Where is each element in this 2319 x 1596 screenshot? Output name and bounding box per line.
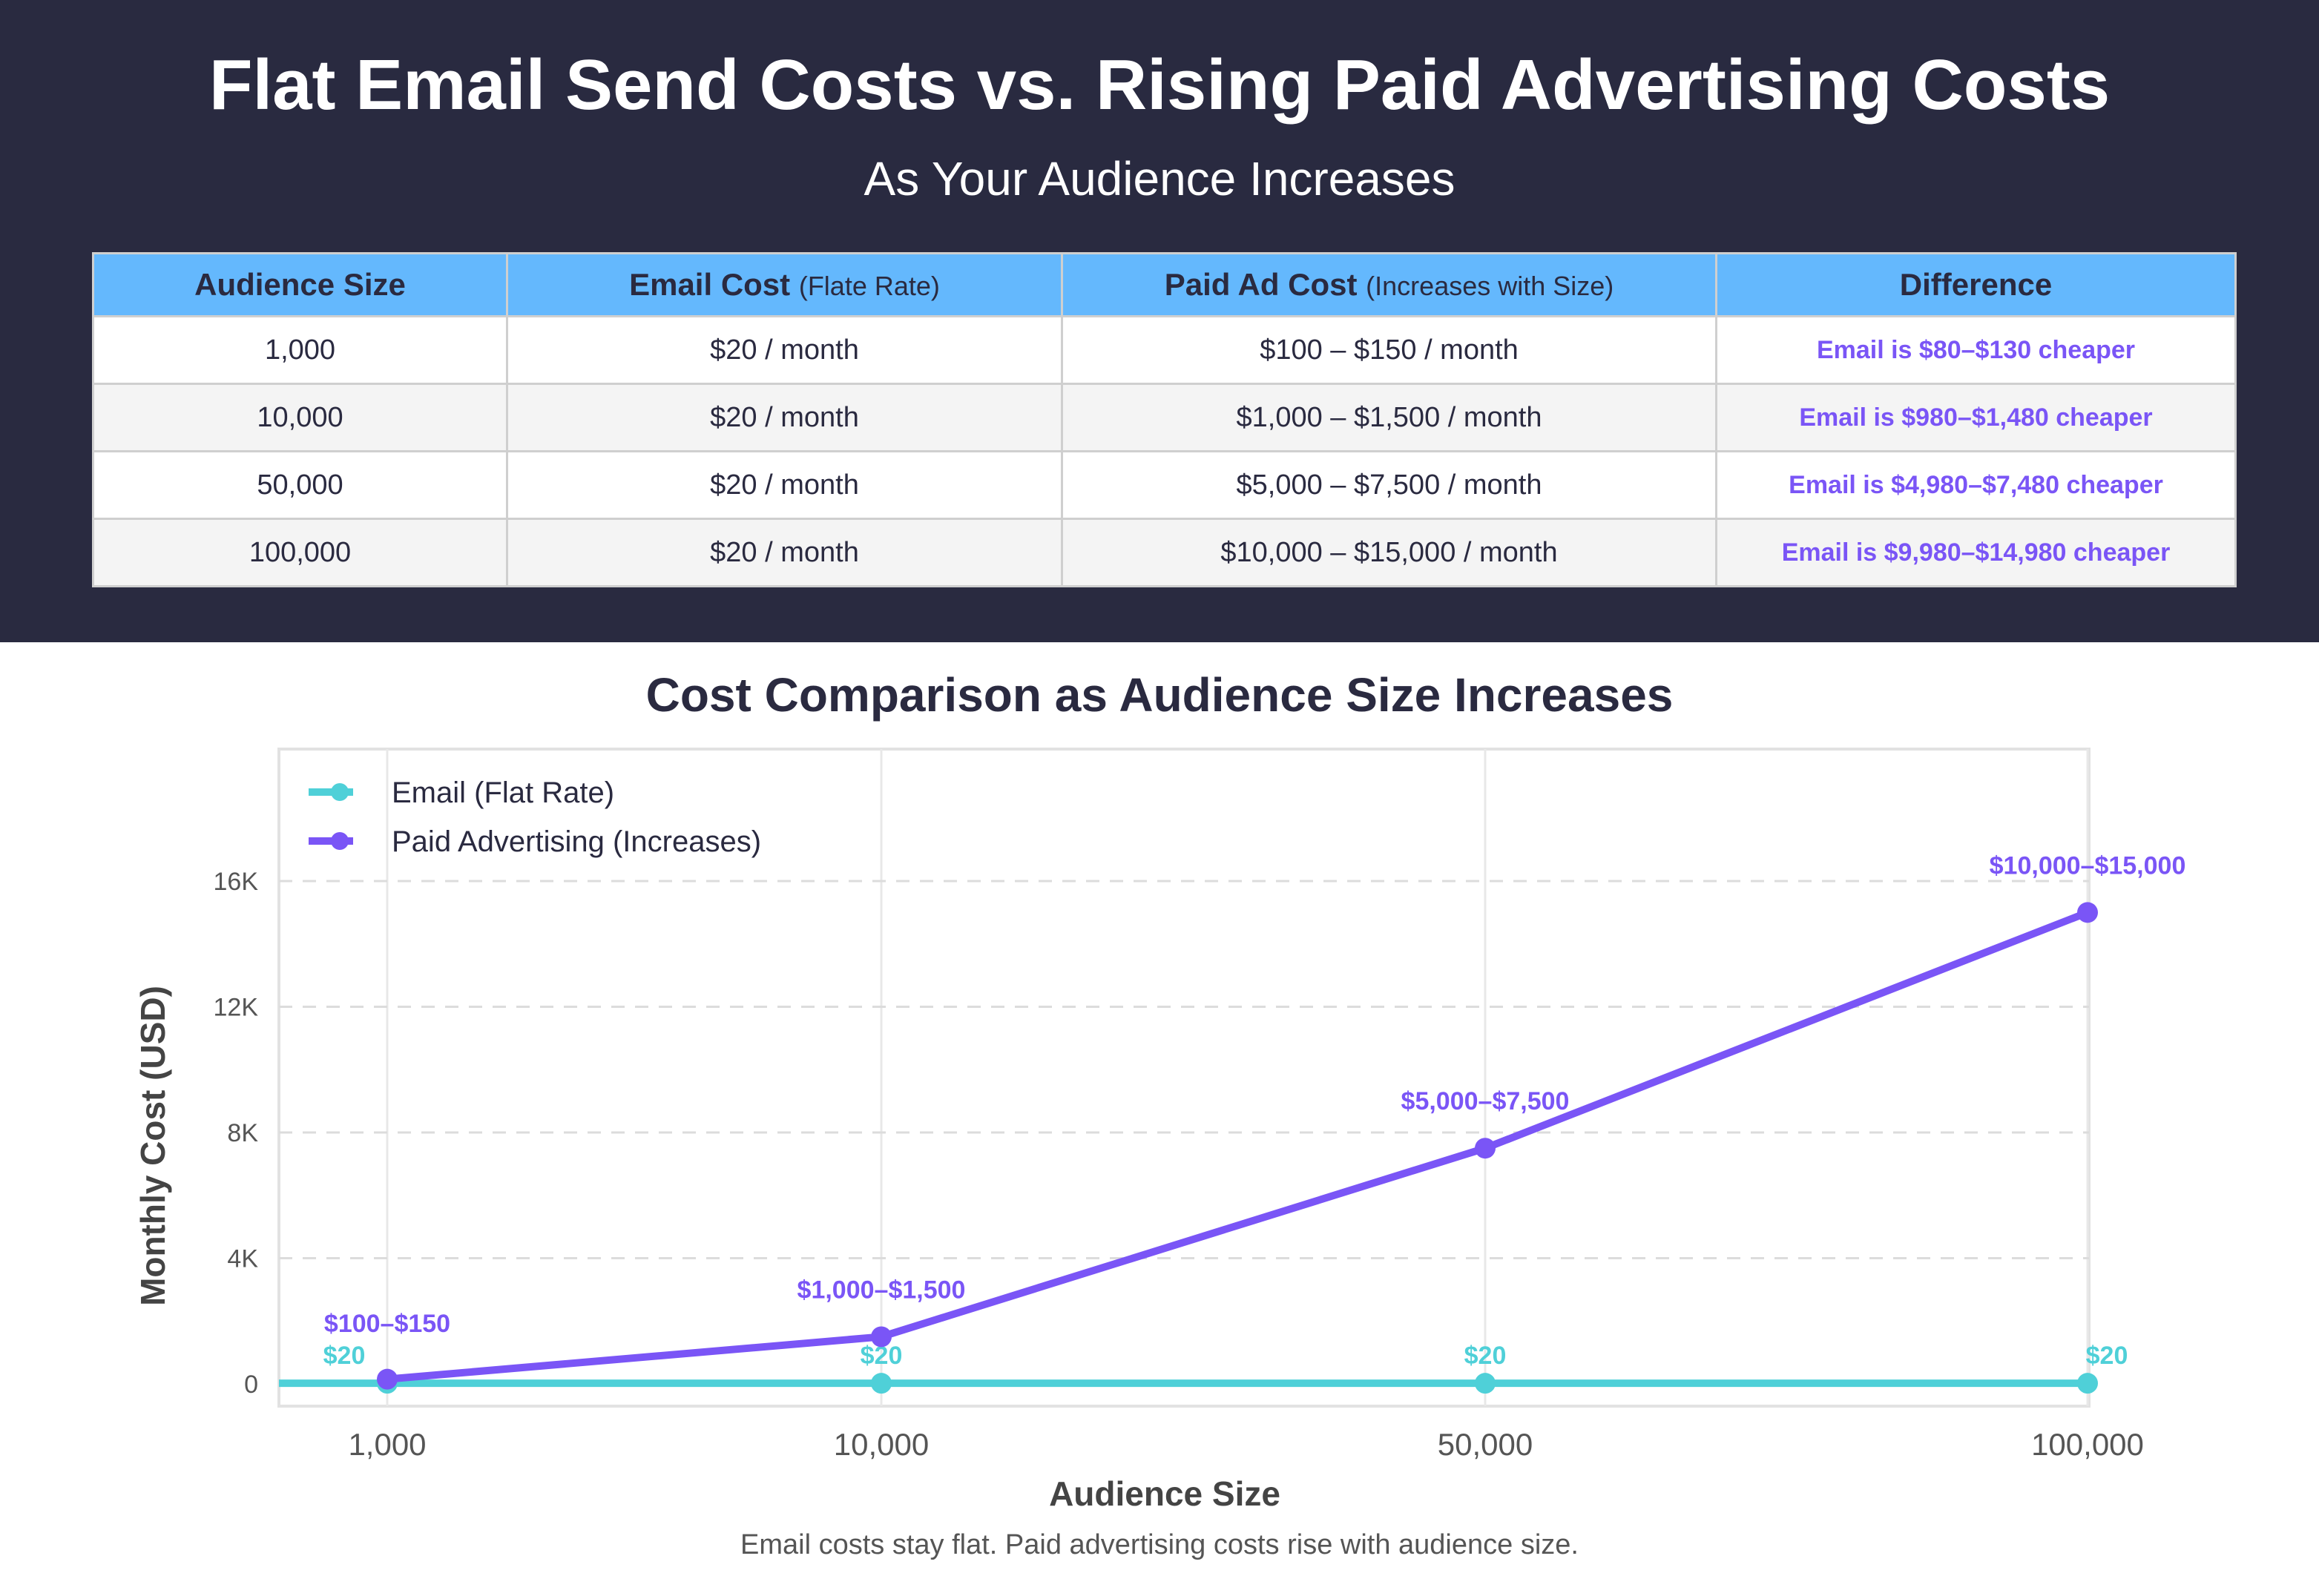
data-label: $20 <box>323 1342 366 1370</box>
table-row: 50,000 $20 / month $5,000 – $7,500 / month… <box>92 450 2237 520</box>
column-header: Audience Size <box>92 252 508 317</box>
table-cell: Email is $9,980–$14,980 cheaper <box>1715 518 2237 587</box>
plot-frame <box>277 748 2091 1408</box>
x-tick-label: 50,000 <box>1438 1427 1533 1462</box>
data-label: $5,000–$7,500 <box>1401 1087 1570 1115</box>
page-subtitle: As Your Audience Increases <box>864 152 1455 205</box>
column-header: Email Cost (Flate Rate) <box>506 252 1063 317</box>
y-axis-label: Monthly Cost (USD) <box>134 986 172 1306</box>
table-row: 1,000 $20 / month $100 – $150 / month Email… <box>92 315 2237 385</box>
column-header: Difference <box>1715 252 2237 317</box>
chart-title: Cost Comparison as Audience Size Increas… <box>645 668 1674 722</box>
table-cell: 10,000 <box>92 383 508 452</box>
email-data-point <box>871 1373 892 1394</box>
y-tick-label: 4K <box>227 1245 258 1273</box>
table-cell: Email is $980–$1,480 cheaper <box>1715 383 2237 452</box>
data-label: $100–$150 <box>324 1310 450 1338</box>
legend-marker <box>331 783 349 801</box>
column-header-sub: (Flate Rate) <box>798 271 940 301</box>
table-cell: 1,000 <box>92 315 508 385</box>
column-header: Paid Ad Cost (Increases with Size) <box>1061 252 1717 317</box>
table-cell: Email is $80–$130 cheaper <box>1715 315 2237 385</box>
table-cell: $20 / month <box>506 450 1063 520</box>
legend-marker <box>331 832 349 850</box>
table-cell: $20 / month <box>506 315 1063 385</box>
table-cell: $5,000 – $7,500 / month <box>1061 450 1717 520</box>
legend-label: Email (Flat Rate) <box>392 776 614 809</box>
column-header-main: Email Cost <box>629 267 791 302</box>
table-row: 10,000 $20 / month $1,000 – $1,500 / month… <box>92 383 2237 452</box>
table-cell: Email is $4,980–$7,480 cheaper <box>1715 450 2237 520</box>
email-data-point <box>2077 1373 2098 1394</box>
x-axis-label: Audience Size <box>1049 1474 1280 1513</box>
page-title: Flat Email Send Costs vs. Rising Paid Ad… <box>208 45 2111 125</box>
table-cell: 100,000 <box>92 518 508 587</box>
x-tick-label: 1,000 <box>348 1427 426 1462</box>
paid-data-point <box>2077 902 2098 923</box>
table-cell: $20 / month <box>506 518 1063 587</box>
data-label: $20 <box>2086 1342 2128 1370</box>
column-header-main: Paid Ad Cost <box>1164 267 1358 302</box>
y-tick-label: 0 <box>244 1371 258 1399</box>
email-data-point <box>1475 1373 1496 1394</box>
cost-table: Audience Size Email Cost (Flate Rate) Paid… <box>92 252 2237 587</box>
legend-label: Paid Advertising (Increases) <box>392 825 761 858</box>
chart-caption: Email costs stay flat. Paid advertising … <box>740 1529 1579 1560</box>
table-cell: $100 – $150 / month <box>1061 315 1717 385</box>
x-tick-label: 100,000 <box>2031 1427 2144 1462</box>
data-label: $1,000–$1,500 <box>797 1276 966 1304</box>
paid-data-point <box>1475 1138 1496 1159</box>
y-tick-label: 16K <box>214 868 259 896</box>
y-tick-label: 12K <box>214 994 259 1022</box>
x-tick-label: 10,000 <box>834 1427 929 1462</box>
column-header-main: Difference <box>1899 267 2053 302</box>
paid-series-line <box>386 909 2089 1383</box>
table-cell: $10,000 – $15,000 / month <box>1061 518 1717 587</box>
column-header-sub: (Increases with Size) <box>1366 271 1614 301</box>
y-tick-label: 8K <box>227 1119 258 1147</box>
table-cell: 50,000 <box>92 450 508 520</box>
data-label: $20 <box>1464 1342 1507 1370</box>
column-header-main: Audience Size <box>194 267 406 302</box>
header-banner: Flat Email Send Costs vs. Rising Paid Ad… <box>0 0 2319 642</box>
table-cell: $20 / month <box>506 383 1063 452</box>
paid-data-point <box>871 1326 892 1348</box>
table-cell: $1,000 – $1,500 / month <box>1061 383 1717 452</box>
data-label: $10,000–$15,000 <box>1990 851 2186 880</box>
table-row: 100,000 $20 / month $10,000 – $15,000 / mo… <box>92 518 2237 587</box>
paid-data-point <box>377 1368 398 1390</box>
